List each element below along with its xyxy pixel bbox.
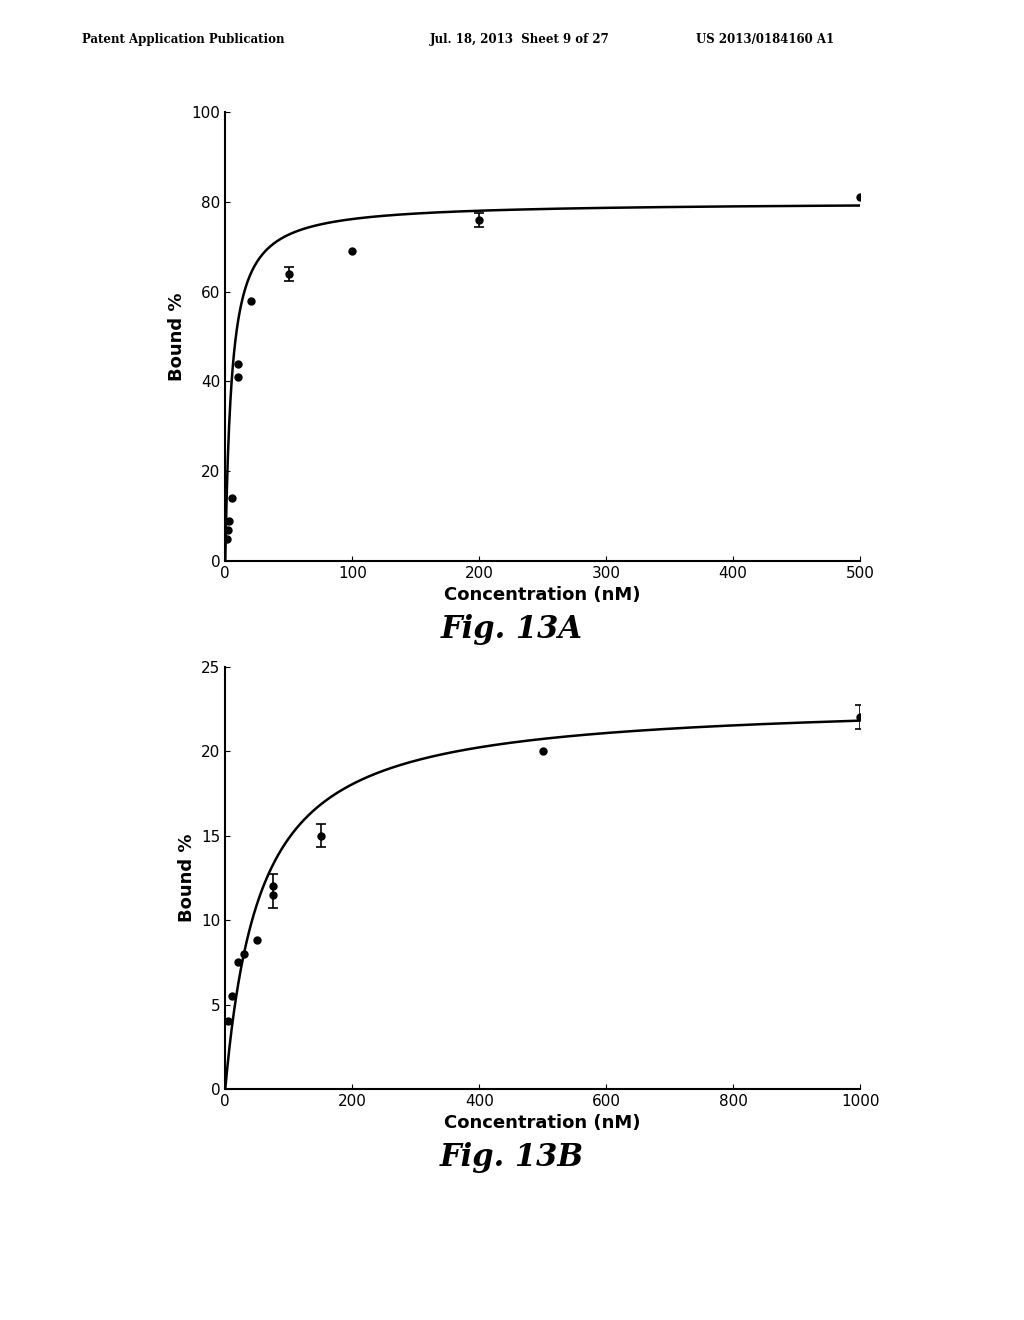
X-axis label: Concentration (nM): Concentration (nM)	[444, 1114, 641, 1133]
Text: Fig. 13A: Fig. 13A	[441, 614, 583, 644]
X-axis label: Concentration (nM): Concentration (nM)	[444, 586, 641, 605]
Text: Patent Application Publication: Patent Application Publication	[82, 33, 285, 46]
Text: Jul. 18, 2013  Sheet 9 of 27: Jul. 18, 2013 Sheet 9 of 27	[430, 33, 610, 46]
Y-axis label: Bound %: Bound %	[168, 292, 186, 381]
Y-axis label: Bound %: Bound %	[177, 833, 196, 923]
Text: US 2013/0184160 A1: US 2013/0184160 A1	[696, 33, 835, 46]
Text: Fig. 13B: Fig. 13B	[440, 1142, 584, 1172]
